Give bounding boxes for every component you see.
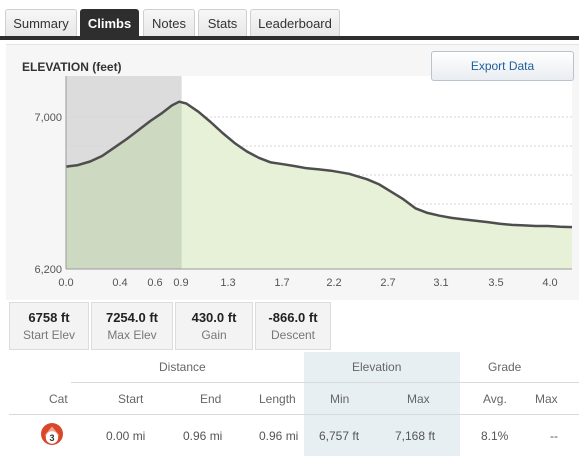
cell-elev-max: 7,168 ft <box>395 429 436 443</box>
column-header-avg[interactable]: Avg. <box>483 392 507 406</box>
stat-start-elev: 6758 ft Start Elev <box>9 302 89 350</box>
tab-notes[interactable]: Notes <box>143 9 195 37</box>
x-tick-label: 3.1 <box>433 277 448 289</box>
stat-label: Max Elev <box>107 328 157 342</box>
column-header-min[interactable]: Min <box>330 392 350 406</box>
cell-grade-max: -- <box>550 429 558 443</box>
x-tick-label: 0.0 <box>58 277 73 289</box>
x-tick-label: 3.5 <box>488 277 503 289</box>
y-tick-label: 6,200 <box>34 264 62 276</box>
group-header-distance: Distance <box>159 360 206 374</box>
cell-elev-min: 6,757 ft <box>319 429 360 443</box>
tab-summary[interactable]: Summary <box>5 9 77 37</box>
tab-leaderboard[interactable]: Leaderboard <box>250 9 340 37</box>
x-tick-label: 1.3 <box>220 277 235 289</box>
category-badge-icon: 3 <box>41 423 63 445</box>
stat-value: 7254.0 ft <box>105 310 159 325</box>
cell-start: 0.00 mi <box>106 429 146 443</box>
x-tick-label: 0.6 <box>147 277 162 289</box>
column-header-rule <box>9 414 579 415</box>
elevation-chart-panel: 7,000 6,200 0.0 0.4 0.6 0.9 1.3 1.7 2.2 2.7 3.1 3.5… <box>6 44 579 300</box>
stat-descent: -866.0 ft Descent <box>255 302 331 350</box>
stat-label: Gain <box>201 328 227 342</box>
x-tick-label: 2.2 <box>326 277 341 289</box>
column-header-max[interactable]: Max <box>407 392 430 406</box>
cell-end: 0.96 mi <box>183 429 223 443</box>
climbs-table: Distance Elevation Grade Cat Start End L… <box>9 352 579 456</box>
stat-value: -866.0 ft <box>268 310 318 325</box>
elevation-line <box>65 100 573 229</box>
group-header-rule <box>71 382 579 383</box>
chart-title: ELEVATION (feet) <box>22 60 122 74</box>
stat-value: 6758 ft <box>28 310 70 325</box>
column-header-start[interactable]: Start <box>118 392 144 406</box>
group-header-grade: Grade <box>488 360 522 374</box>
stat-value: 430.0 ft <box>191 310 237 325</box>
x-tick-label: 2.7 <box>380 277 395 289</box>
tab-stats[interactable]: Stats <box>198 9 247 37</box>
group-header-elevation: Elevation <box>352 360 402 374</box>
x-tick-label: 0.9 <box>173 277 188 289</box>
stat-gain: 430.0 ft Gain <box>175 302 253 350</box>
climb-area <box>66 101 182 269</box>
y-tick-label: 7,000 <box>34 112 62 124</box>
stat-max-elev: 7254.0 ft Max Elev <box>91 302 173 350</box>
export-data-button[interactable]: Export Data <box>431 51 574 81</box>
cell-length: 0.96 mi <box>259 429 299 443</box>
stat-label: Descent <box>270 328 316 342</box>
x-tick-label: 1.7 <box>274 277 289 289</box>
cell-grade-avg: 8.1% <box>481 429 509 443</box>
column-header-length[interactable]: Length <box>259 392 296 406</box>
column-header-cat[interactable]: Cat <box>49 392 68 406</box>
column-header-end[interactable]: End <box>200 392 222 406</box>
stat-label: Start Elev <box>22 328 76 342</box>
column-header-grade-max[interactable]: Max <box>535 392 558 406</box>
category-value: 3 <box>49 433 54 443</box>
elevation-column-highlight <box>304 352 460 456</box>
x-tick-label: 0.4 <box>112 277 127 289</box>
tab-bar: Summary Climbs Notes Stats Leaderboard <box>0 0 579 40</box>
tab-bar-rule <box>0 36 579 40</box>
x-tick-label: 4.0 <box>542 277 557 289</box>
tab-climbs[interactable]: Climbs <box>80 9 139 37</box>
elevation-area <box>66 101 572 269</box>
